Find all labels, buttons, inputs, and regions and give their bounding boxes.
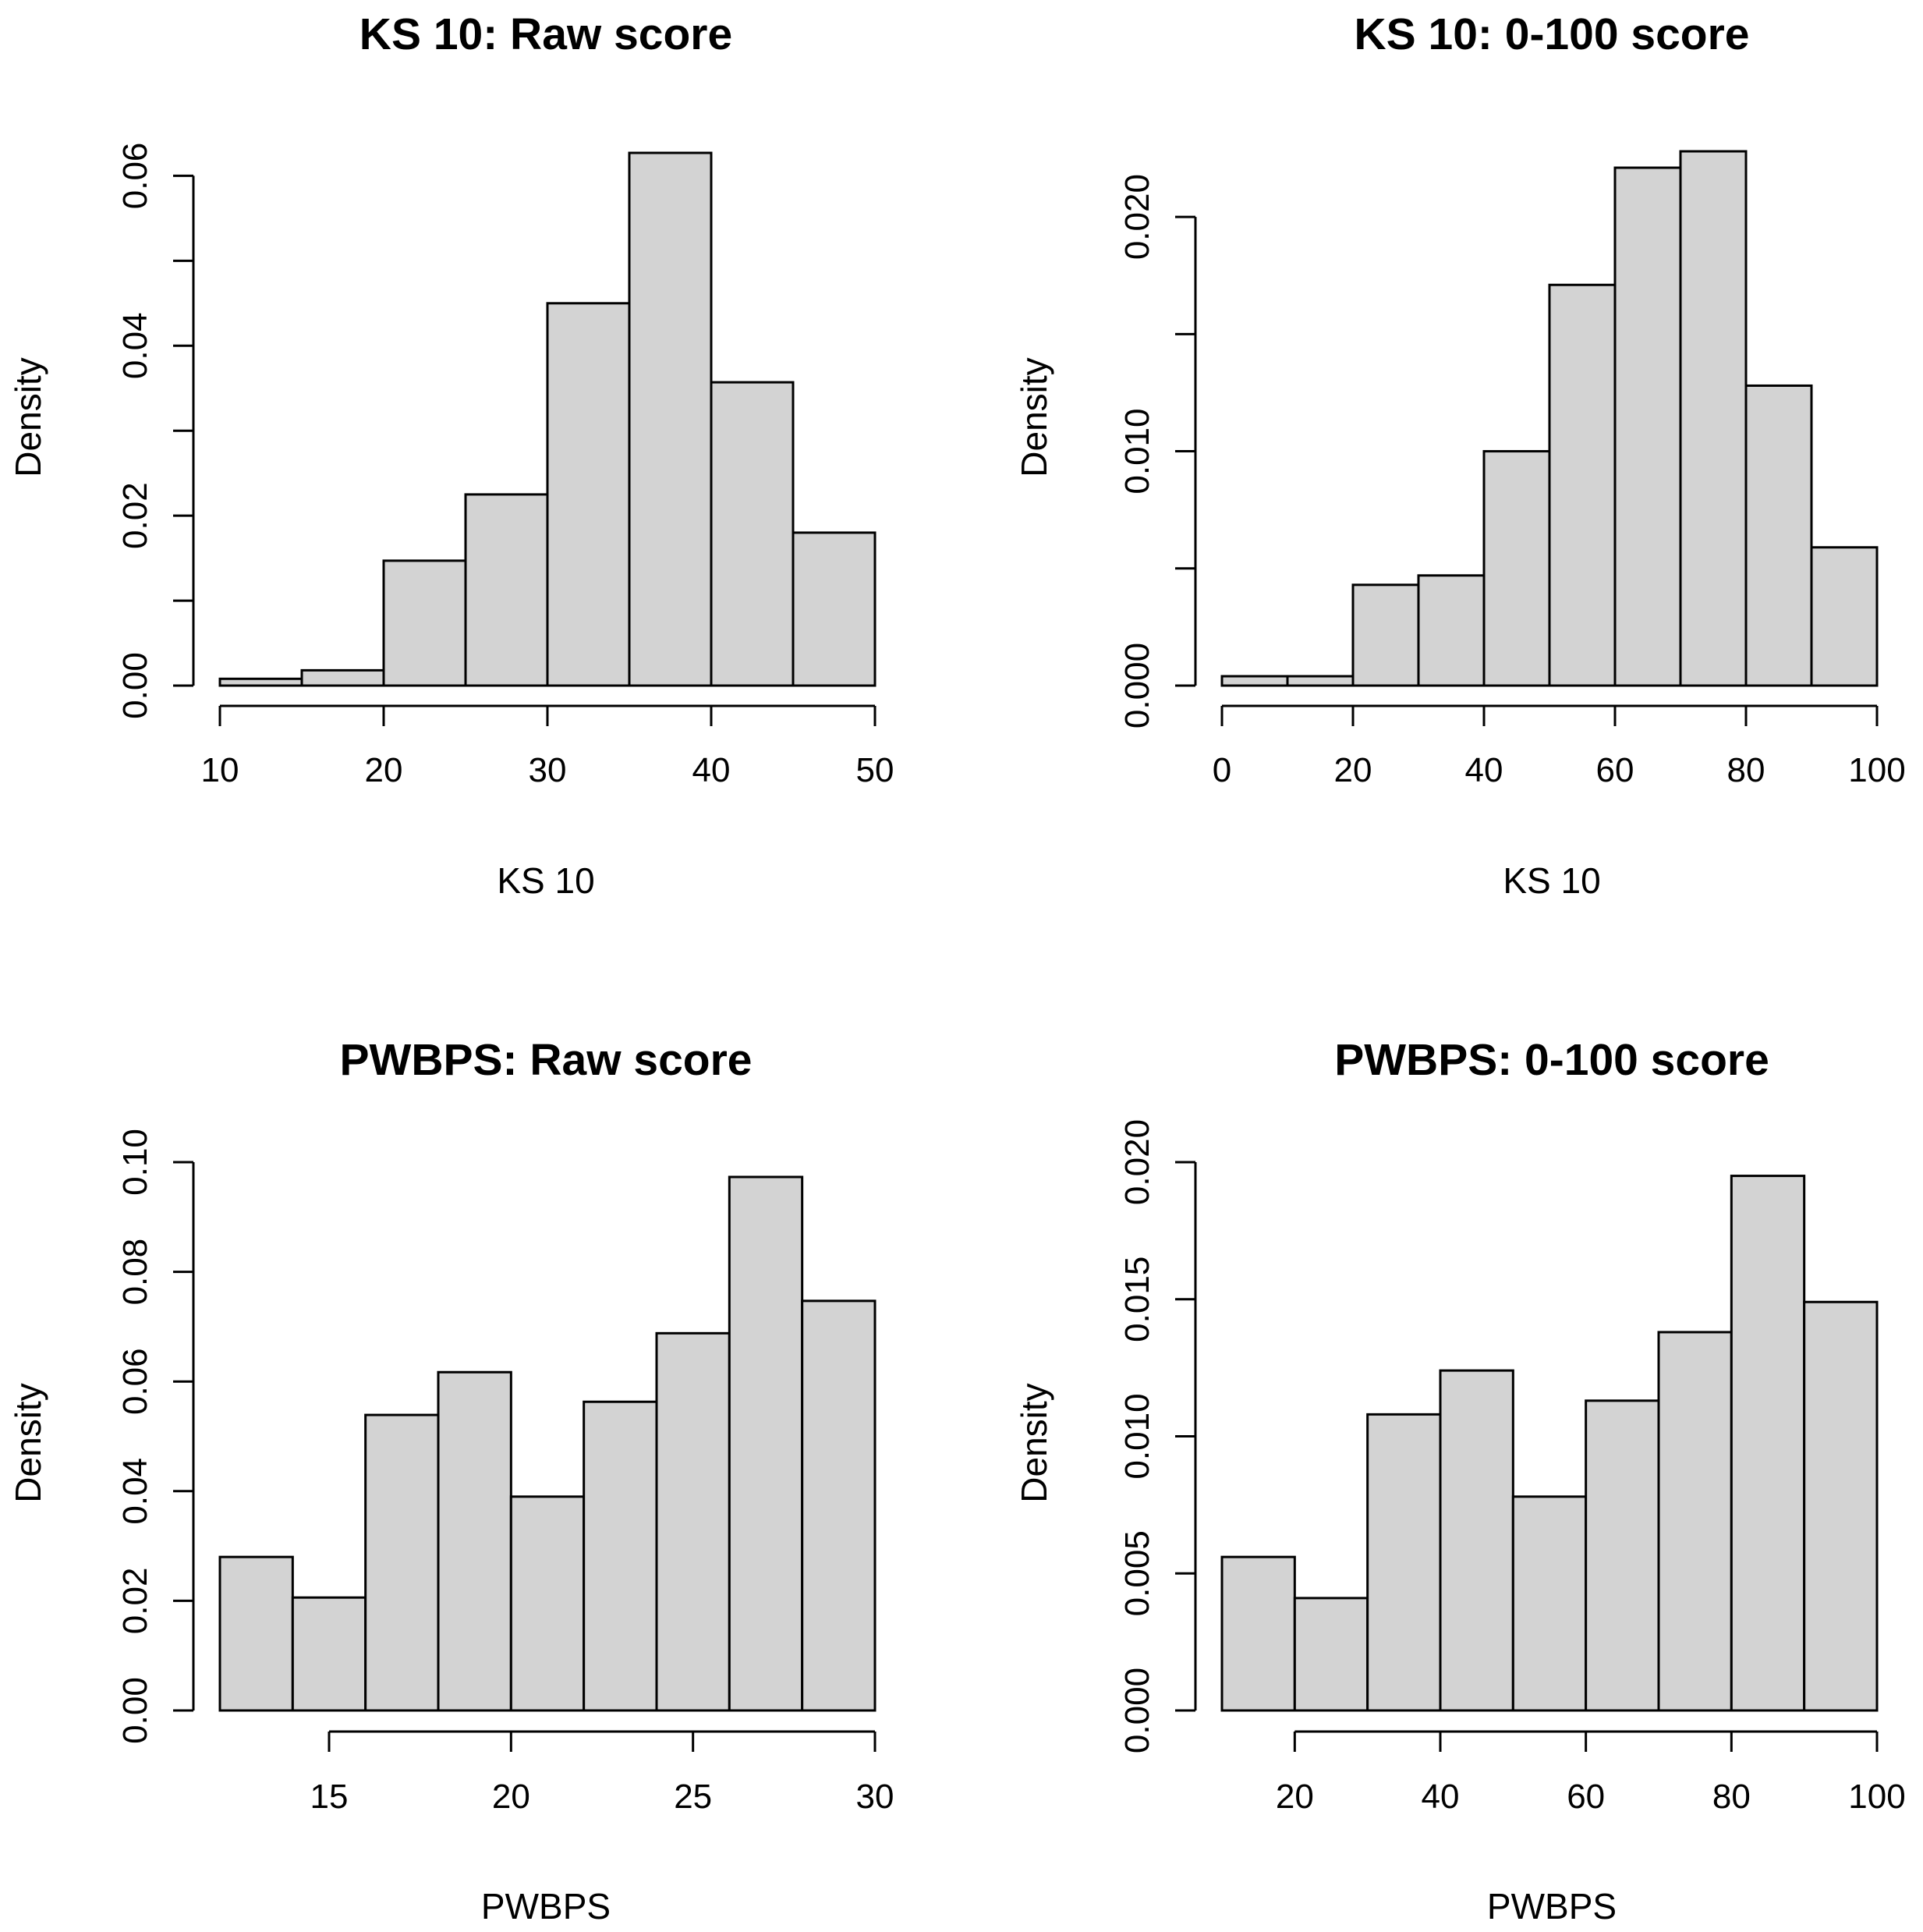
histogram-bar <box>218 677 303 687</box>
histogram-bar <box>1810 546 1879 687</box>
histogram-bar <box>628 151 713 687</box>
y-tick-label: 0.000 <box>1118 1668 1156 1753</box>
x-tick-label: 10 <box>201 751 239 789</box>
y-tick-label: 0.04 <box>116 312 154 379</box>
x-tick-label: 40 <box>692 751 731 789</box>
y-axis-label: Density <box>8 1383 48 1502</box>
y-tick-label: 0.010 <box>1118 409 1156 495</box>
y-tick-label: 0.005 <box>1118 1530 1156 1616</box>
histogram-bar <box>218 1555 294 1712</box>
x-axis-label: KS 10 <box>1503 860 1600 901</box>
y-tick-label: 0.00 <box>116 652 154 719</box>
y-axis-label: Density <box>1014 1383 1054 1502</box>
histogram-bar <box>291 1596 367 1712</box>
histogram-bar <box>464 493 549 687</box>
x-tick-label: 40 <box>1465 751 1503 789</box>
y-tick-label: 0.00 <box>116 1677 154 1744</box>
histogram-bar <box>801 1299 877 1712</box>
histogram-bar <box>1585 1399 1660 1712</box>
histogram-bar <box>1439 1369 1514 1712</box>
histogram-bar <box>1803 1300 1879 1712</box>
x-axis-label: KS 10 <box>497 860 594 901</box>
y-axis-label: Density <box>8 357 48 477</box>
y-tick-label: 0.10 <box>116 1129 154 1196</box>
x-tick-label: 60 <box>1567 1778 1605 1816</box>
x-tick-label: 100 <box>1848 1778 1905 1816</box>
y-tick-label: 0.08 <box>116 1239 154 1306</box>
panel-ks10-0-100: KS 10: 0-100 score KS 10 Density 0 20 40 60… <box>1014 9 1906 901</box>
x-tick-label: 40 <box>1422 1778 1460 1816</box>
y-tick-label: 0.010 <box>1118 1393 1156 1479</box>
x-tick-label: 20 <box>1334 751 1372 789</box>
histogram-bar <box>583 1400 658 1712</box>
panel-pwbps-0-100: PWBPS: 0-100 score PWBPS Density 20 40 60 8… <box>1014 1035 1906 1927</box>
x-tick-label: 20 <box>492 1778 530 1816</box>
histogram-bar <box>1613 166 1682 687</box>
y-tick-label: 0.02 <box>116 1568 154 1635</box>
histogram-bar <box>1417 574 1486 687</box>
histogram-bar <box>1293 1597 1369 1712</box>
x-tick-label: 0 <box>1213 751 1231 789</box>
histogram-bar <box>1730 1175 1806 1712</box>
x-axis-label: PWBPS <box>481 1886 611 1927</box>
histogram-bar <box>1657 1331 1733 1712</box>
histogram-bar <box>300 668 385 687</box>
histogram-bar <box>382 559 467 687</box>
x-tick-label: 20 <box>1276 1778 1314 1816</box>
y-tick-label: 0.04 <box>116 1458 154 1525</box>
chart-title: KS 10: 0-100 score <box>1355 9 1750 59</box>
x-tick-label: 30 <box>856 1778 894 1816</box>
chart-title: KS 10: Raw score <box>359 9 732 59</box>
histogram-bar <box>1220 675 1289 687</box>
histogram-bar <box>1548 283 1617 687</box>
y-tick-label: 0.015 <box>1118 1257 1156 1342</box>
y-axis-label: Density <box>1014 357 1054 477</box>
x-tick-label: 25 <box>674 1778 712 1816</box>
y-tick-label: 0.020 <box>1118 174 1156 260</box>
x-tick-label: 80 <box>1712 1778 1751 1816</box>
histogram-bar <box>792 531 877 687</box>
x-tick-label: 50 <box>856 751 894 789</box>
y-tick-label: 0.06 <box>116 143 154 210</box>
x-tick-label: 60 <box>1596 751 1634 789</box>
x-tick-label: 20 <box>365 751 403 789</box>
histogram-bar <box>1511 1495 1588 1712</box>
histogram-bar <box>364 1413 440 1712</box>
histogram-bar <box>1220 1555 1296 1712</box>
panel-ks10-raw: KS 10: Raw score KS 10 Density 10 20 30 40 5… <box>8 9 894 901</box>
x-tick-label: 30 <box>529 751 567 789</box>
histogram-bar <box>1679 150 1748 687</box>
histogram-bar <box>1366 1413 1442 1712</box>
histogram-bar <box>1351 583 1420 687</box>
histogram-bar <box>509 1495 586 1712</box>
histogram-bar <box>655 1331 731 1712</box>
chart-title: PWBPS: Raw score <box>340 1035 753 1085</box>
histogram-bar <box>546 302 631 687</box>
x-tick-label: 15 <box>310 1778 349 1816</box>
histogram-bar <box>1286 675 1355 687</box>
y-tick-label: 0.020 <box>1118 1119 1156 1205</box>
x-tick-label: 80 <box>1727 751 1765 789</box>
histogram-bar <box>437 1370 512 1712</box>
panel-pwbps-raw: PWBPS: Raw score PWBPS Density 15 20 25 30 0… <box>8 1035 894 1927</box>
chart-title: PWBPS: 0-100 score <box>1334 1035 1769 1085</box>
y-tick-label: 0.000 <box>1118 643 1156 728</box>
x-tick-label: 100 <box>1848 751 1905 789</box>
y-tick-label: 0.06 <box>116 1348 154 1415</box>
histogram-bar <box>1744 384 1813 687</box>
histogram-bar <box>1482 450 1551 687</box>
y-tick-label: 0.02 <box>116 482 154 549</box>
histogram-bar <box>710 381 795 687</box>
x-axis-label: PWBPS <box>1487 1886 1617 1927</box>
histogram-bar <box>728 1175 804 1712</box>
